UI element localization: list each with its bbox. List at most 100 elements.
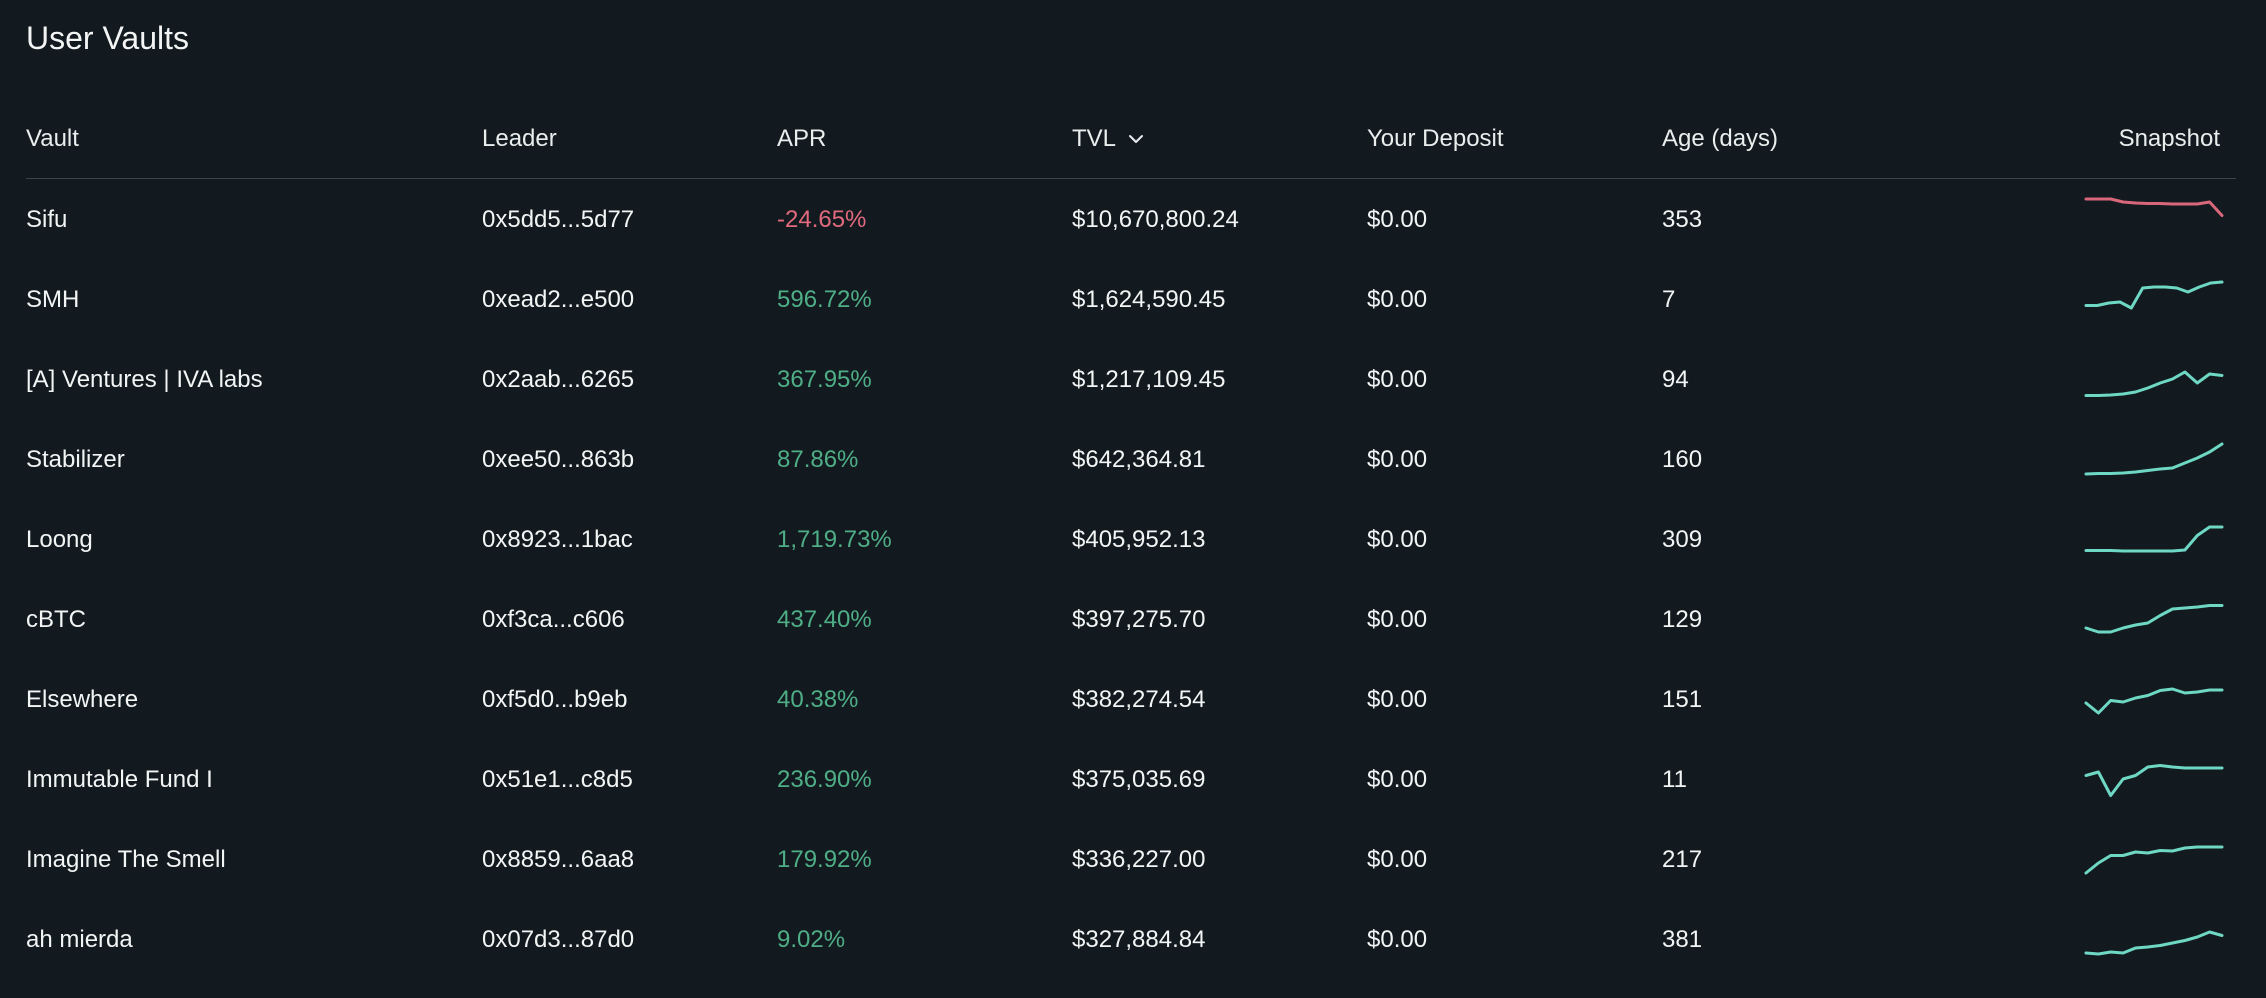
age-days-value: 94: [1662, 366, 1689, 393]
leader-address: 0x07d3...87d0: [482, 926, 635, 953]
age-days-value: 11: [1662, 766, 1687, 793]
age-days-value: 381: [1662, 926, 1703, 953]
vault-name: ah mierda: [26, 926, 133, 953]
apr-value: 179.92%: [777, 846, 872, 873]
table-row[interactable]: Elsewhere 0xf5d0...b9eb 40.38% $382,274.…: [26, 659, 2236, 739]
snapshot-sparkline: [2084, 280, 2224, 310]
age-days-value: 129: [1662, 606, 1703, 633]
sparkline-path: [2084, 845, 2224, 875]
tvl-value: $642,364.81: [1072, 446, 1206, 473]
apr-value: 1,719.73%: [777, 526, 892, 553]
table-row[interactable]: Stabilizer 0xee50...863b 87.86% $642,364…: [26, 419, 2236, 499]
leader-address: 0x2aab...6265: [482, 366, 635, 393]
age-days-value: 151: [1662, 686, 1703, 713]
apr-value: 367.95%: [777, 366, 872, 393]
column-header-label: Snapshot: [2118, 125, 2220, 152]
apr-value: 9.02%: [777, 926, 846, 953]
vault-name: SMH: [26, 286, 80, 313]
column-header-tvl[interactable]: TVL: [1072, 124, 1146, 154]
sparkline-path: [2084, 197, 2224, 217]
tvl-value: $375,035.69: [1072, 766, 1206, 793]
column-header-label: Vault: [26, 125, 79, 152]
sparkline-path: [2084, 764, 2224, 797]
vault-name: Sifu: [26, 206, 68, 233]
vault-name: Loong: [26, 526, 93, 553]
leader-address: 0xf5d0...b9eb: [482, 686, 628, 713]
your-deposit-value: $0.00: [1367, 686, 1428, 713]
column-header-apr[interactable]: APR: [777, 124, 826, 154]
snapshot-sparkline: [2084, 687, 2224, 715]
your-deposit-value: $0.00: [1367, 286, 1428, 313]
apr-value: 87.86%: [777, 446, 859, 473]
leader-address: 0xead2...e500: [482, 286, 635, 313]
tvl-value: $336,227.00: [1072, 846, 1206, 873]
column-header-age[interactable]: Age (days): [1662, 124, 1778, 154]
table-row[interactable]: SMH 0xead2...e500 596.72% $1,624,590.45 …: [26, 259, 2236, 339]
column-header-label: TVL: [1072, 125, 1117, 152]
tvl-value: $1,217,109.45: [1072, 366, 1226, 393]
tvl-value: $1,624,590.45: [1072, 286, 1226, 313]
table-body: Sifu 0x5dd5...5d77 -24.65% $10,670,800.2…: [26, 179, 2236, 979]
vaults-table: Vault Leader APR TVL Your Deposit Age (d…: [26, 108, 2236, 979]
sparkline-path: [2084, 280, 2224, 310]
snapshot-sparkline: [2084, 845, 2224, 875]
sparkline-path: [2084, 930, 2224, 956]
age-days-value: 217: [1662, 846, 1703, 873]
tvl-value: $405,952.13: [1072, 526, 1206, 553]
apr-value: -24.65%: [777, 206, 867, 233]
age-days-value: 309: [1662, 526, 1703, 553]
sparkline-path: [2084, 604, 2224, 634]
leader-address: 0x8859...6aa8: [482, 846, 635, 873]
column-header-label: Your Deposit: [1367, 125, 1504, 152]
tvl-value: $397,275.70: [1072, 606, 1206, 633]
vault-name: Immutable Fund I: [26, 766, 213, 793]
table-row[interactable]: Immutable Fund I 0x51e1...c8d5 236.90% $…: [26, 739, 2236, 819]
age-days-value: 7: [1662, 286, 1676, 313]
your-deposit-value: $0.00: [1367, 846, 1428, 873]
your-deposit-value: $0.00: [1367, 366, 1428, 393]
leader-address: 0x5dd5...5d77: [482, 206, 635, 233]
sparkline-path: [2084, 370, 2224, 397]
vault-name: [A] Ventures | IVA labs: [26, 366, 263, 393]
vault-name: Imagine The Smell: [26, 846, 226, 873]
vault-name: Elsewhere: [26, 686, 139, 713]
column-header-label: Leader: [482, 125, 557, 152]
table-row[interactable]: [A] Ventures | IVA labs 0x2aab...6265 36…: [26, 339, 2236, 419]
leader-address: 0x8923...1bac: [482, 526, 633, 553]
sparkline-path: [2084, 525, 2224, 553]
table-header: Vault Leader APR TVL Your Deposit Age (d…: [26, 108, 2236, 179]
apr-value: 437.40%: [777, 606, 872, 633]
leader-address: 0xf3ca...c606: [482, 606, 625, 633]
your-deposit-value: $0.00: [1367, 766, 1428, 793]
column-header-label: APR: [777, 125, 827, 152]
tvl-value: $382,274.54: [1072, 686, 1206, 713]
tvl-value: $10,670,800.24: [1072, 206, 1239, 233]
table-row[interactable]: Loong 0x8923...1bac 1,719.73% $405,952.1…: [26, 499, 2236, 579]
chevron-down-icon: [1129, 135, 1144, 143]
table-row[interactable]: ah mierda 0x07d3...87d0 9.02% $327,884.8…: [26, 899, 2236, 979]
table-row[interactable]: Imagine The Smell 0x8859...6aa8 179.92% …: [26, 819, 2236, 899]
table-row[interactable]: Sifu 0x5dd5...5d77 -24.65% $10,670,800.2…: [26, 179, 2236, 259]
leader-address: 0x51e1...c8d5: [482, 766, 633, 793]
snapshot-sparkline: [2084, 764, 2224, 797]
snapshot-sparkline: [2084, 442, 2224, 476]
snapshot-sparkline: [2084, 604, 2224, 634]
snapshot-sparkline: [2084, 525, 2224, 553]
apr-value: 236.90%: [777, 766, 872, 793]
apr-value: 596.72%: [777, 286, 872, 313]
page-title: User Vaults: [26, 20, 190, 56]
table-row[interactable]: cBTC 0xf3ca...c606 437.40% $397,275.70 $…: [26, 579, 2236, 659]
column-header-vault[interactable]: Vault: [26, 124, 79, 154]
column-header-leader[interactable]: Leader: [482, 124, 557, 154]
sparkline-path: [2084, 687, 2224, 715]
your-deposit-value: $0.00: [1367, 206, 1428, 233]
your-deposit-value: $0.00: [1367, 446, 1428, 473]
age-days-value: 160: [1662, 446, 1703, 473]
leader-address: 0xee50...863b: [482, 446, 635, 473]
age-days-value: 353: [1662, 206, 1703, 233]
column-header-your-deposit[interactable]: Your Deposit: [1367, 124, 1504, 154]
apr-value: 40.38%: [777, 686, 859, 713]
column-header-snapshot: Snapshot: [2119, 124, 2220, 154]
your-deposit-value: $0.00: [1367, 606, 1428, 633]
